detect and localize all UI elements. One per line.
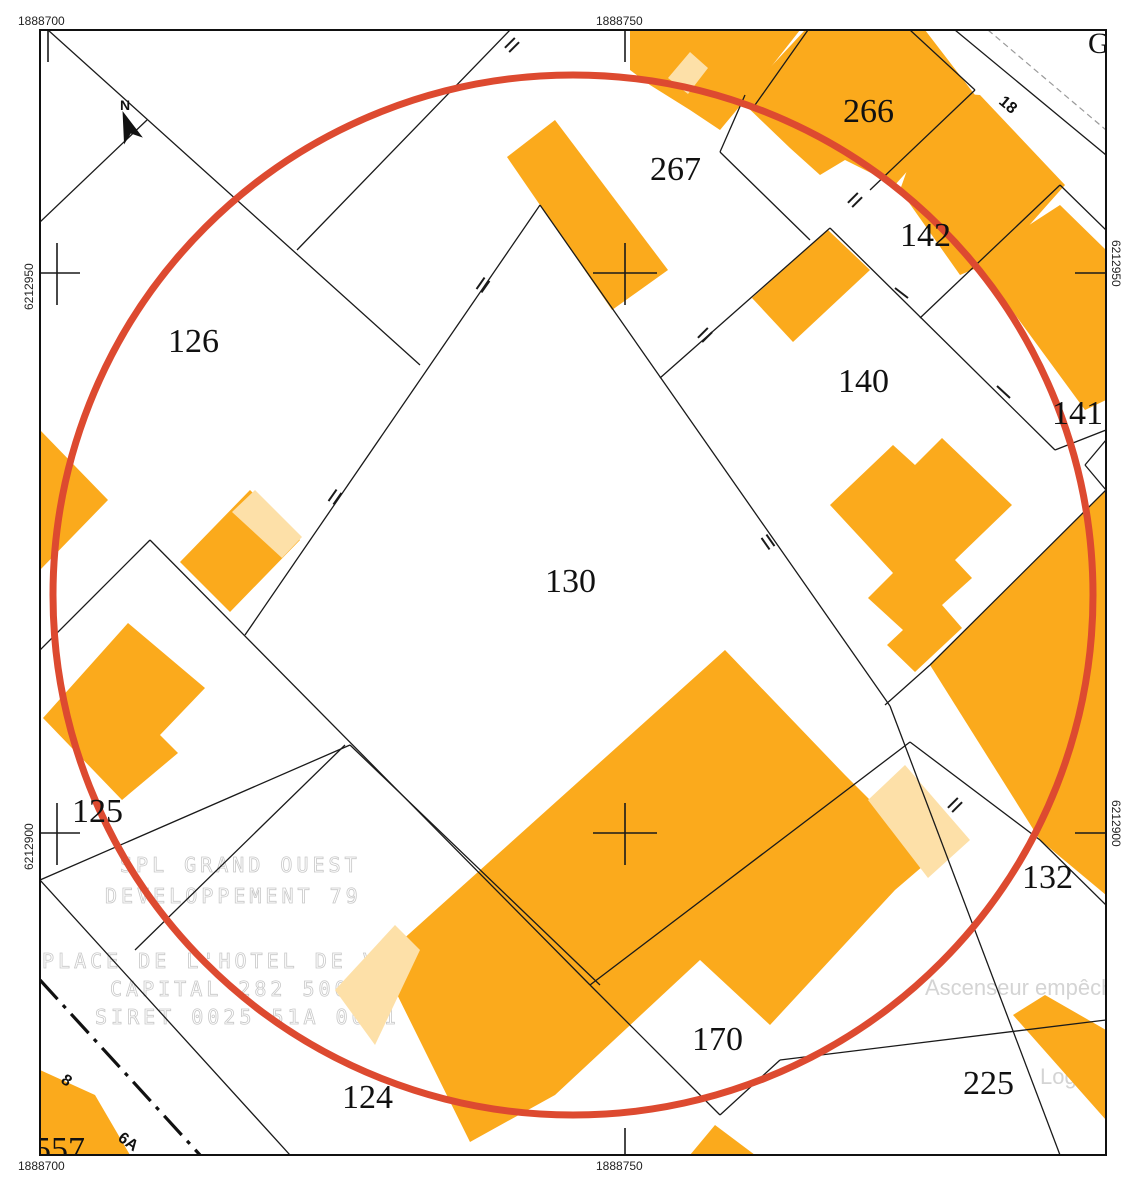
parcel-label-267[interactable]: 267 — [650, 151, 701, 188]
building-bottom-small — [690, 1125, 755, 1155]
faded-text-line1: SPL GRAND OUEST — [120, 853, 361, 877]
parcel-label-141[interactable]: 141 — [1052, 395, 1103, 432]
grid-cross-top-mid — [593, 243, 657, 305]
parcel-label-266[interactable]: 266 — [843, 93, 894, 130]
parcel-label-125[interactable]: 125 — [72, 793, 123, 830]
parcel-label-142[interactable]: 142 — [900, 217, 951, 254]
building-132 — [930, 490, 1106, 895]
building-557 — [40, 1070, 130, 1155]
coord-y-top-left: 6212950 — [22, 263, 36, 310]
building-126-small-light — [232, 490, 302, 558]
building-140 — [830, 438, 1012, 672]
edge-letter: G — [1088, 27, 1110, 60]
parcel-label-132[interactable]: 132 — [1022, 859, 1073, 896]
area-circle — [49, 71, 1097, 1119]
map-content: SPL GRAND OUEST DEVELOPPEMENT 79 PLACE D… — [34, 27, 1126, 1168]
building-267 — [507, 120, 668, 310]
coord-x-left-top: 1888700 — [18, 14, 65, 28]
parcel-label-225[interactable]: 225 — [963, 1065, 1014, 1102]
coord-x-mid-top: 1888750 — [596, 14, 643, 28]
grid-cross-bottom-mid — [593, 803, 657, 865]
building-top-1 — [630, 30, 800, 130]
parcel-label-130[interactable]: 130 — [545, 563, 596, 600]
parcel-label-126[interactable]: 126 — [168, 323, 219, 360]
parcel-label-124[interactable]: 124 — [342, 1079, 393, 1116]
grid-cross-left-top — [40, 243, 80, 305]
coord-x-mid-bottom: 1888750 — [596, 1159, 643, 1173]
grid-cross-left-bottom — [40, 803, 80, 865]
building-141 — [975, 205, 1106, 410]
coord-y-bottom-left: 6212900 — [22, 823, 36, 870]
parcel-label-170[interactable]: 170 — [692, 1021, 743, 1058]
building-124-light — [335, 925, 420, 1045]
building-125 — [43, 623, 205, 800]
faded-text-line5: SIRET 0025 51A 0031 — [95, 1005, 400, 1029]
grid-crosses — [40, 30, 1106, 1155]
parcel-label-557[interactable]: 557 — [34, 1131, 85, 1168]
parcel-label-140[interactable]: 140 — [838, 363, 889, 400]
north-arrow-icon: N — [120, 97, 143, 145]
building-225 — [1013, 995, 1106, 1120]
coord-y-bottom-right: 6212900 — [1109, 800, 1123, 847]
boundary-ticks — [327, 37, 1011, 813]
parcel-labels: 266 267 142 126 140 141 130 125 132 170 … — [34, 93, 1103, 1168]
buildings — [40, 30, 1106, 1155]
north-arrow-label: N — [120, 97, 130, 113]
coordinate-labels: 1888700 1888750 1888700 1888750 6212950 … — [18, 14, 1123, 1173]
building-140-top — [752, 230, 870, 342]
coord-y-top-right: 6212950 — [1109, 240, 1123, 287]
map-frame — [39, 29, 1107, 1156]
coord-x-left-bottom: 1888700 — [18, 1159, 65, 1173]
faded-text-right1: Ascenseur empêché, — [925, 975, 1126, 1000]
building-130-large — [380, 650, 930, 1142]
